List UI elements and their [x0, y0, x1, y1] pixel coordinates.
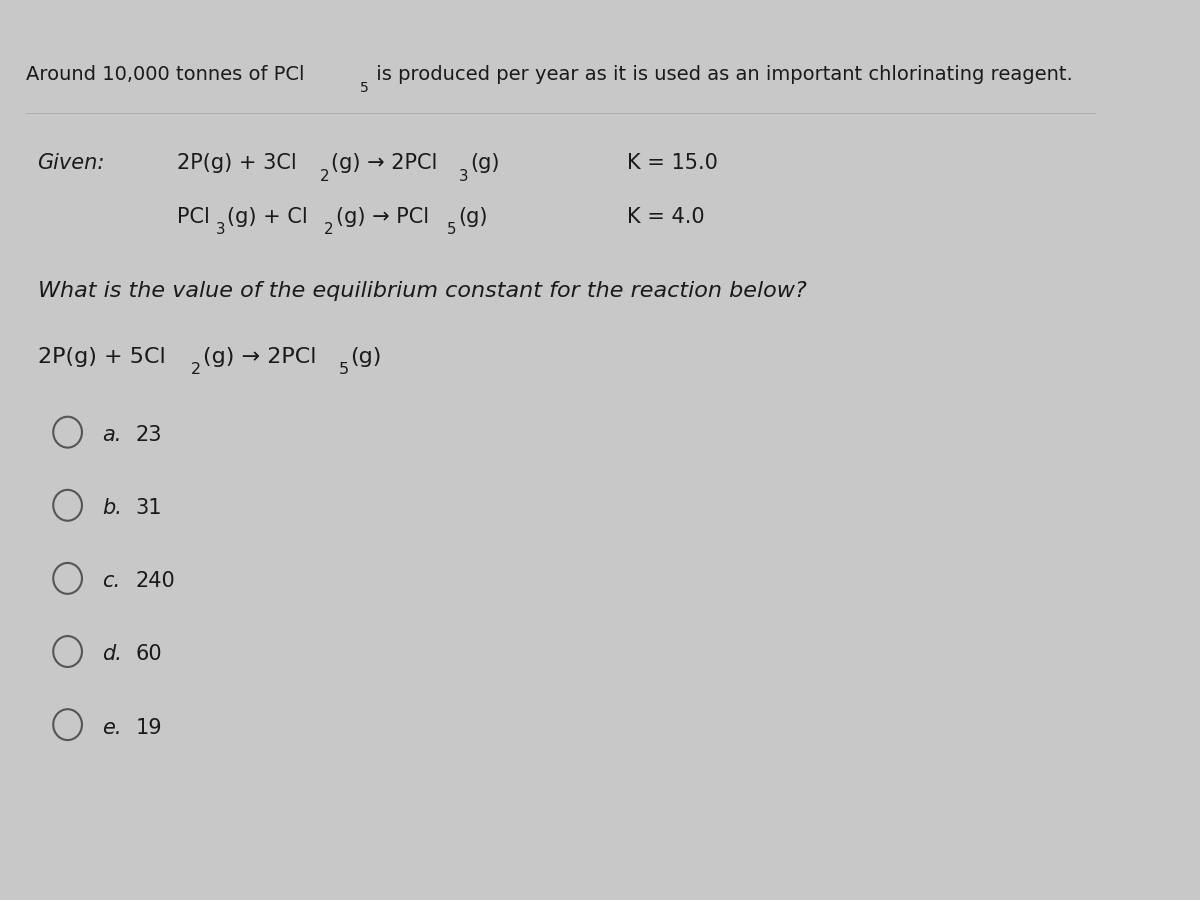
Text: PCl: PCl [176, 207, 210, 227]
Text: 3: 3 [458, 168, 468, 184]
Text: K = 15.0: K = 15.0 [628, 153, 719, 173]
Text: (g): (g) [350, 346, 382, 366]
Text: 2P(g) + 3Cl: 2P(g) + 3Cl [176, 153, 296, 173]
Text: 31: 31 [136, 499, 162, 518]
Text: 60: 60 [136, 644, 162, 664]
Text: 5: 5 [446, 222, 456, 238]
Text: a.: a. [102, 425, 121, 446]
Text: 23: 23 [136, 425, 162, 446]
Text: b.: b. [102, 499, 122, 518]
Text: 2P(g) + 5Cl: 2P(g) + 5Cl [37, 346, 166, 366]
Text: c.: c. [102, 572, 120, 591]
Text: e.: e. [102, 717, 121, 738]
Text: d.: d. [102, 644, 122, 664]
Text: (g): (g) [458, 207, 488, 227]
Text: is produced per year as it is used as an important chlorinating reagent.: is produced per year as it is used as an… [371, 65, 1073, 84]
Text: 240: 240 [136, 572, 175, 591]
Text: (g) → 2PCl: (g) → 2PCl [331, 153, 438, 173]
Text: Around 10,000 tonnes of PCl: Around 10,000 tonnes of PCl [26, 65, 305, 84]
Text: 2: 2 [191, 362, 200, 377]
Text: 2: 2 [320, 168, 330, 184]
Text: Given:: Given: [37, 153, 104, 173]
Text: (g) + Cl: (g) + Cl [227, 207, 308, 227]
Text: 2: 2 [324, 222, 334, 238]
Text: 5: 5 [338, 362, 348, 377]
Text: (g) → PCl: (g) → PCl [336, 207, 428, 227]
Text: K = 4.0: K = 4.0 [628, 207, 706, 227]
Text: 19: 19 [136, 717, 162, 738]
Text: What is the value of the equilibrium constant for the reaction below?: What is the value of the equilibrium con… [37, 281, 806, 301]
Text: (g) → 2PCl: (g) → 2PCl [203, 346, 316, 366]
Text: 5: 5 [360, 80, 368, 94]
Text: (g): (g) [470, 153, 499, 173]
Text: 3: 3 [216, 222, 226, 238]
